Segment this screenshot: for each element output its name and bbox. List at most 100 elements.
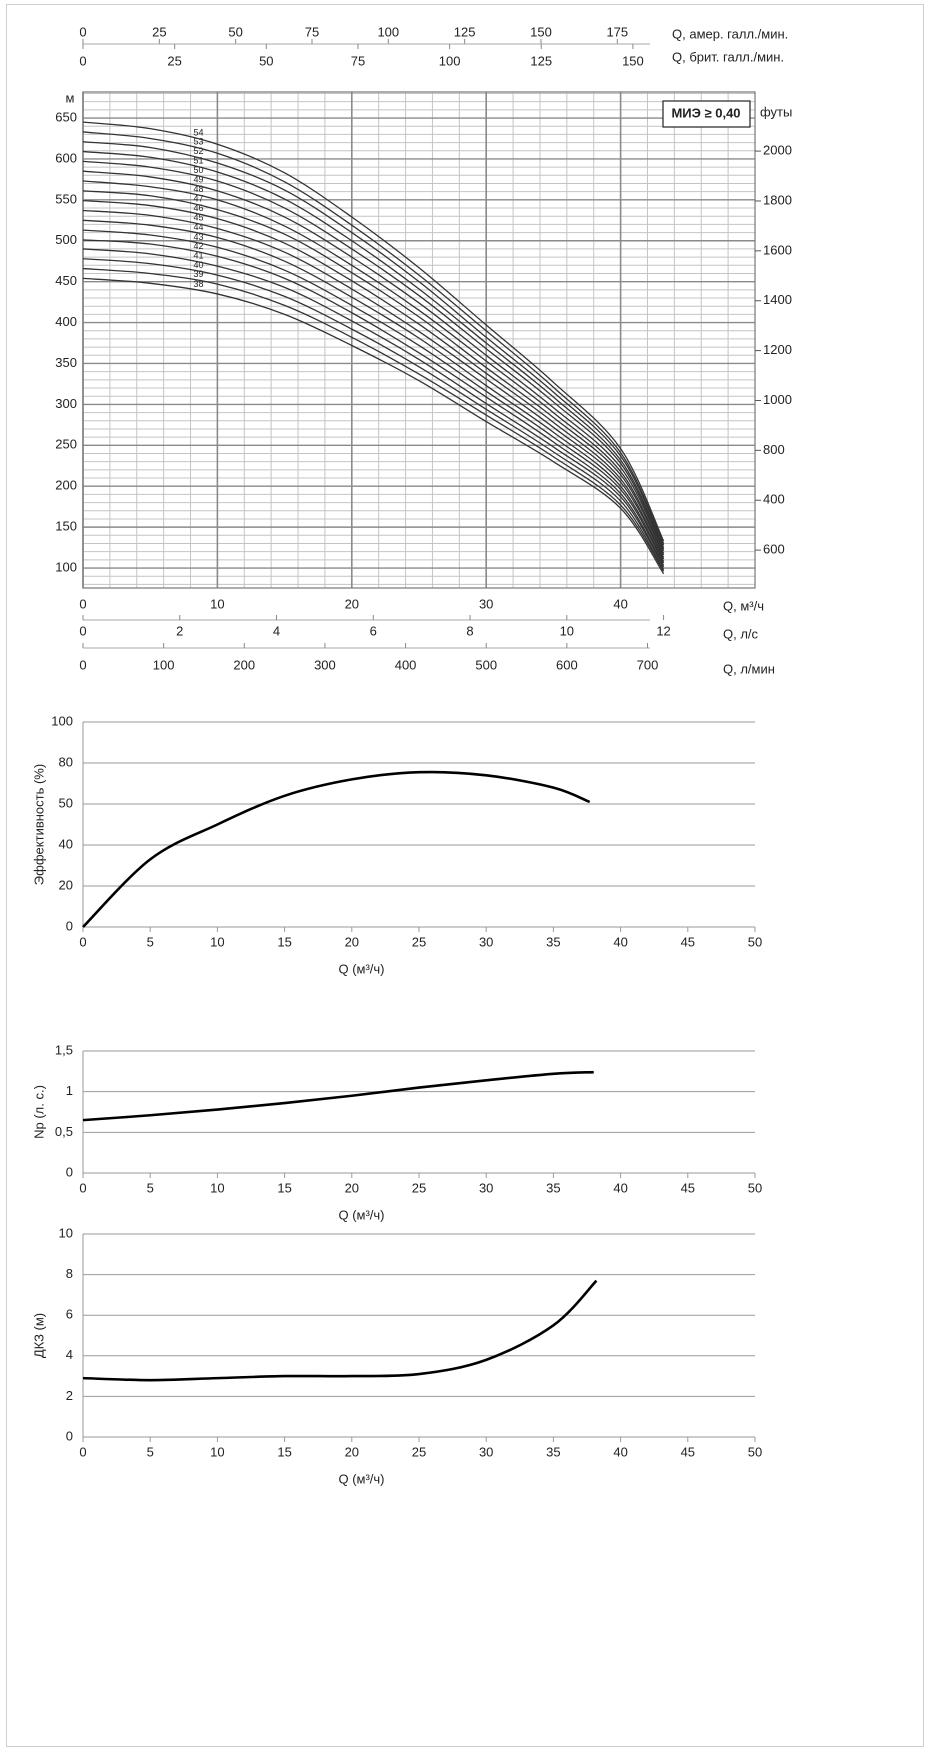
x-tick-label: 30 [479,596,493,611]
x-axis-label: Q (м³/ч) [338,1471,384,1486]
curve-label: 39 [194,269,204,279]
y-tick-label: 6 [66,1307,73,1322]
y-tick-label: 500 [55,232,77,247]
x-tick-label: 25 [412,934,426,949]
y2-axis-label: футы [760,104,792,119]
annotation-box [662,100,751,128]
y-tick-label: 80 [59,754,73,769]
secondary-tick-label: 25 [167,53,181,68]
x-tick-label: 50 [748,1180,762,1195]
y-tick-label: 10 [59,1225,73,1240]
y2-tick-label: 800 [763,442,785,457]
secondary-tick-label: 600 [556,657,578,672]
x-axis-label: Q, м³/ч [723,598,764,613]
y2-tick-label: 1000 [763,392,792,407]
y2-tick-label: 2000 [763,143,792,158]
secondary-tick-label: 0 [79,53,86,68]
secondary-tick-label: 175 [606,24,628,39]
x-axis-label: Q (м³/ч) [338,961,384,976]
curve-label: 50 [194,165,204,175]
secondary-axis-label: Q, амер. галл./мин. [672,26,788,41]
y-axis-label: Эффективность (%) [31,764,46,885]
y-tick-label: 40 [59,836,73,851]
head-curve [82,239,665,566]
y-tick-label: 100 [51,713,73,728]
x-tick-label: 5 [147,1180,154,1195]
x-tick-label: 30 [479,934,493,949]
head-curve [82,180,665,554]
secondary-tick-label: 75 [305,24,319,39]
secondary-axis-label: Q, л/мин [723,661,775,676]
x-tick-label: 35 [546,934,560,949]
y-tick-label: 300 [55,396,77,411]
head-curve [82,219,665,562]
head-curve [82,131,665,544]
y2-tick-label: 1400 [763,292,792,307]
secondary-tick-label: 150 [622,53,644,68]
head-curve [82,200,665,558]
secondary-tick-label: 200 [233,657,255,672]
secondary-axis-label: Q, л/с [723,626,759,641]
secondary-tick-label: 700 [637,657,659,672]
y-tick-label: 200 [55,478,77,493]
head-curve [82,248,665,568]
secondary-tick-label: 100 [439,53,461,68]
x-tick-label: 25 [412,1180,426,1195]
x-tick-label: 45 [681,1180,695,1195]
y-tick-label: 2 [66,1388,73,1403]
head-curve [82,150,665,548]
head-curve [82,277,665,575]
y-axis-label: м [66,90,75,105]
x-tick-label: 50 [748,1444,762,1459]
x-tick-label: 5 [147,1444,154,1459]
curve-label: 38 [194,279,204,289]
curve-label: 48 [194,184,204,194]
x-tick-label: 10 [210,1444,224,1459]
secondary-tick-label: 2 [176,623,183,638]
head-curve [82,121,665,542]
secondary-tick-label: 0 [79,24,86,39]
curve-label: 45 [194,213,204,223]
x-tick-label: 5 [147,934,154,949]
x-tick-label: 35 [546,1444,560,1459]
curve-label: 53 [194,137,204,147]
x-tick-label: 20 [345,596,359,611]
x-tick-label: 50 [748,934,762,949]
head-curve [82,229,665,564]
secondary-tick-label: 6 [370,623,377,638]
curve-label: 54 [194,127,204,137]
secondary-tick-label: 100 [377,24,399,39]
secondary-axis-label: Q, брит. галл./мин. [672,49,784,64]
x-tick-label: 10 [210,1180,224,1195]
secondary-tick-label: 100 [153,657,175,672]
y-tick-label: 1,5 [55,1042,73,1057]
curve-label: 51 [194,156,204,166]
secondary-tick-label: 500 [475,657,497,672]
y-tick-label: 350 [55,355,77,370]
secondary-tick-label: 8 [466,623,473,638]
secondary-tick-label: 150 [530,24,552,39]
x-tick-label: 40 [613,596,627,611]
x-tick-label: 45 [681,934,695,949]
x-tick-label: 15 [277,1444,291,1459]
y-tick-label: 4 [66,1347,73,1362]
curve-label: 49 [194,175,204,185]
curve-label: 41 [194,251,204,261]
page-frame [6,4,924,1747]
x-tick-label: 10 [210,596,224,611]
annotation: МИЭ ≥ 0,40 [671,105,740,120]
secondary-tick-label: 300 [314,657,336,672]
secondary-tick-label: 125 [530,53,552,68]
y-tick-label: 150 [55,519,77,534]
y-tick-label: 250 [55,437,77,452]
head-curve [82,170,665,552]
secondary-tick-label: 25 [152,24,166,39]
y-tick-label: 50 [59,795,73,810]
head-curve [82,141,665,546]
x-tick-label: 45 [681,1444,695,1459]
curve-label: 46 [194,203,204,213]
secondary-tick-label: 10 [560,623,574,638]
secondary-tick-label: 0 [79,623,86,638]
x-tick-label: 20 [345,1444,359,1459]
